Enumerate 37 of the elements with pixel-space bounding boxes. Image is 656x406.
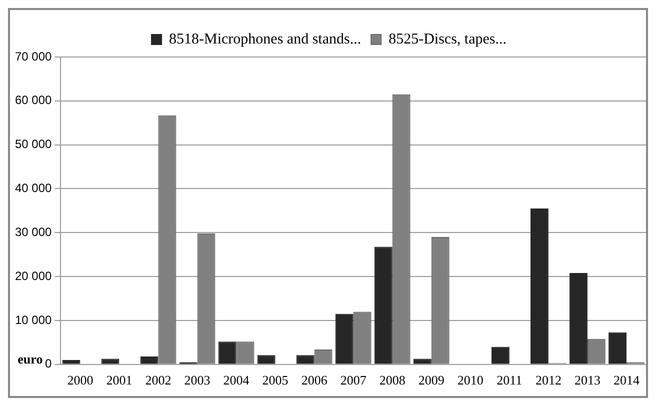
x-tick-label: 2014 bbox=[613, 372, 640, 388]
x-tick-label: 2006 bbox=[301, 372, 328, 388]
x-tick-label: 2011 bbox=[496, 372, 522, 388]
bar bbox=[570, 273, 588, 364]
x-tick-label: 2003 bbox=[184, 372, 210, 388]
y-tick-label: 50 000 bbox=[15, 137, 52, 152]
bar bbox=[218, 342, 236, 364]
y-tick-label: 60 000 bbox=[15, 93, 52, 108]
bar bbox=[335, 314, 354, 364]
x-tick-label: 2000 bbox=[67, 372, 94, 388]
y-tick-label: 10 000 bbox=[15, 312, 52, 327]
y-axis-title: euro bbox=[18, 351, 43, 366]
y-tick-label: 40 000 bbox=[15, 181, 52, 196]
x-tick-label: 2004 bbox=[223, 372, 250, 388]
x-tick-label: 2013 bbox=[574, 372, 600, 388]
y-tick-label: 0 bbox=[45, 356, 52, 371]
x-tick-label: 2007 bbox=[340, 372, 367, 388]
x-tick-label: 2001 bbox=[106, 372, 132, 388]
bar bbox=[296, 355, 314, 364]
x-tick-label: 2009 bbox=[418, 372, 444, 388]
bar bbox=[140, 356, 158, 364]
bar bbox=[530, 208, 548, 364]
legend-label: 8518-Microphones and stands... bbox=[169, 31, 362, 48]
x-tick-label: 2002 bbox=[145, 372, 172, 388]
y-tick-label: 30 000 bbox=[15, 224, 52, 239]
bar bbox=[101, 358, 120, 364]
bar bbox=[413, 358, 432, 364]
bar bbox=[608, 332, 626, 364]
bar bbox=[374, 246, 392, 364]
x-tick-label: 2012 bbox=[535, 372, 562, 388]
y-tick-label: 20 000 bbox=[15, 268, 52, 283]
x-tick-label: 2010 bbox=[457, 372, 484, 388]
y-tick-label: 70 000 bbox=[15, 49, 52, 64]
bar bbox=[257, 355, 276, 364]
x-tick-label: 2005 bbox=[262, 372, 288, 388]
x-tick-label: 2008 bbox=[379, 372, 406, 388]
legend-label: 8525-Discs, tapes... bbox=[388, 31, 506, 48]
